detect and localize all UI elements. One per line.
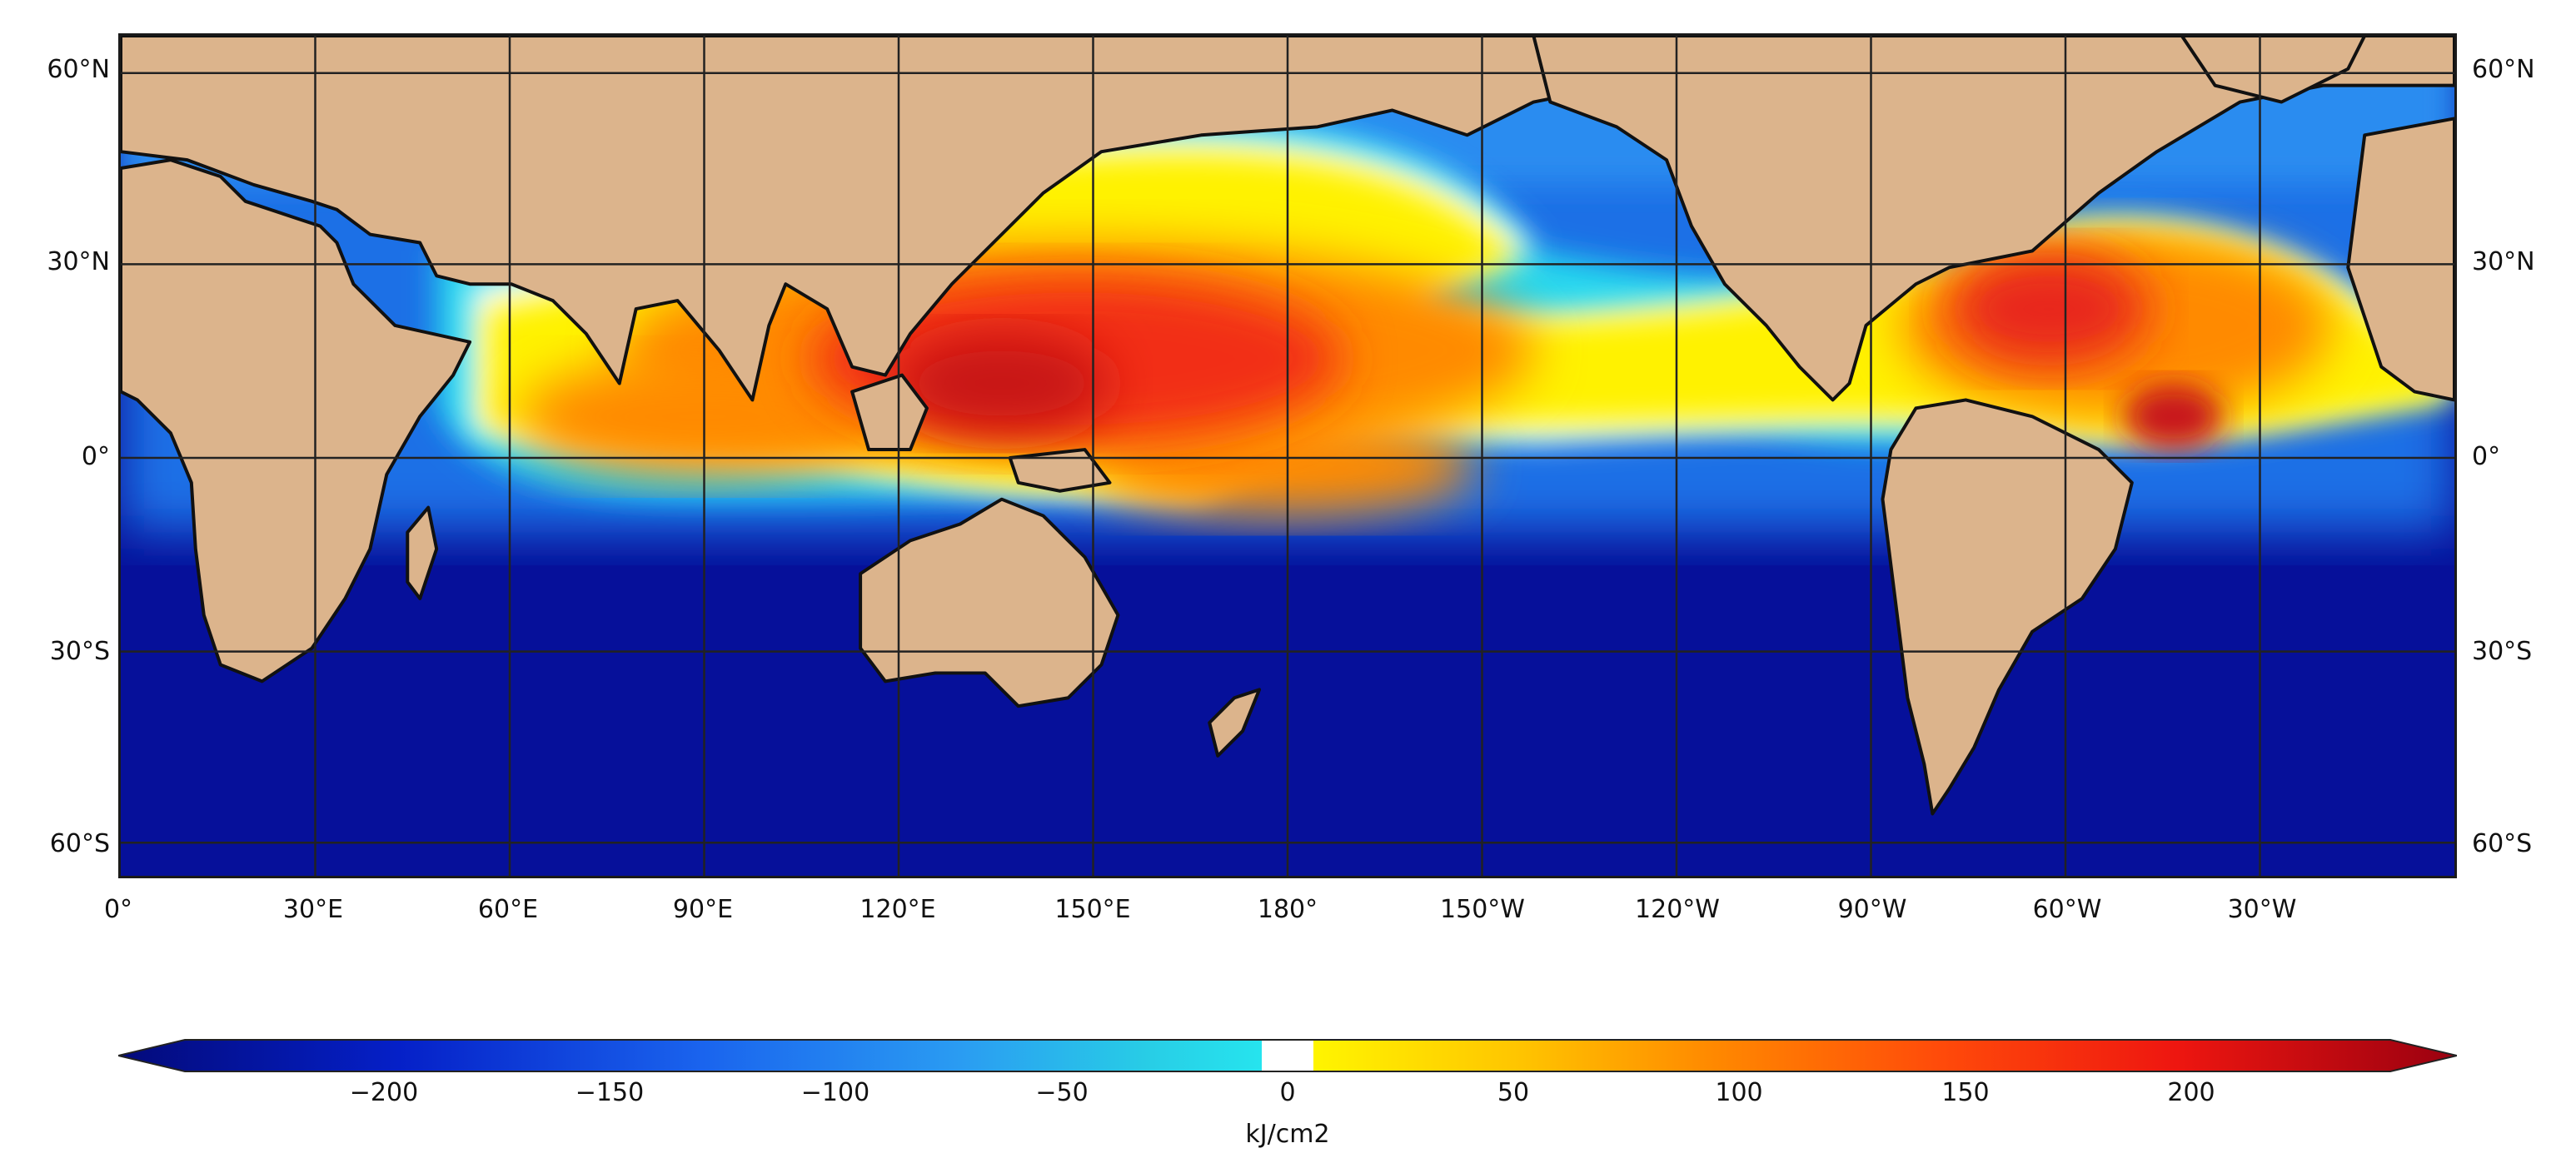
lat-tick-left-60s: 60°S — [49, 829, 110, 858]
colorbar-tick-neg200: −200 — [349, 1078, 419, 1107]
lon-tick-60w: 60°W — [2032, 895, 2102, 924]
lat-tick-left-30s: 30°S — [49, 637, 110, 666]
colorbar-tick-neg50: −50 — [1035, 1078, 1089, 1107]
lon-tick-30e: 30°E — [282, 895, 344, 924]
lat-tick-right-60s: 60°S — [2472, 829, 2533, 858]
lat-tick-right-30n: 30°N — [2472, 247, 2535, 276]
lon-tick-90w: 90°W — [1837, 895, 1907, 924]
landmass-south-america — [1881, 398, 2134, 816]
lat-tick-right-30s: 30°S — [2472, 637, 2533, 666]
landmass-greenland — [2180, 36, 2367, 104]
lon-tick-90e: 90°E — [672, 895, 734, 924]
landmass-australia — [859, 497, 1120, 708]
ocean-heat-map — [118, 33, 2457, 878]
colorbar-tick-neg150: −150 — [575, 1078, 645, 1107]
landmass-africa — [121, 158, 472, 683]
lat-tick-right-0: 0° — [2472, 442, 2501, 471]
graticule — [121, 36, 2454, 876]
colorbar-tick-50: 50 — [1497, 1078, 1530, 1107]
landmass-eurasia — [121, 36, 1661, 402]
lon-tick-150e: 150°E — [1054, 895, 1131, 924]
lon-tick-30w: 30°W — [2227, 895, 2297, 924]
colorbar-tick-neg100: −100 — [800, 1078, 870, 1107]
colorbar-tick-100: 100 — [1715, 1078, 1763, 1107]
lon-tick-120e: 120°E — [859, 895, 936, 924]
lon-tick-120w: 120°W — [1635, 895, 1720, 924]
colorbar-tick-200: 200 — [2167, 1078, 2215, 1107]
landmass-new-zealand — [1208, 688, 1262, 758]
colorbar — [117, 1039, 2458, 1072]
landmass-new-guinea — [1008, 448, 1112, 493]
landmass-madagascar — [406, 505, 439, 600]
landmass-east-atlantic — [2346, 117, 2454, 402]
lon-tick-0: 0° — [103, 895, 133, 924]
colorbar-tick-0: 0 — [1279, 1078, 1296, 1107]
landmass-borneo — [850, 373, 929, 452]
lon-tick-180: 180° — [1257, 895, 1318, 924]
lat-tick-left-0: 0° — [81, 442, 110, 471]
lat-tick-left-60n: 60°N — [47, 55, 110, 84]
lon-tick-60e: 60°E — [477, 895, 539, 924]
colorbar-tick-150: 150 — [1941, 1078, 1990, 1107]
land-masses — [121, 36, 2454, 816]
lat-tick-right-60n: 60°N — [2472, 55, 2535, 84]
colorbar-gradient — [117, 1039, 2458, 1072]
map-canvas — [121, 36, 2454, 876]
lat-tick-left-30n: 30°N — [47, 247, 110, 276]
colorbar-unit-label: kJ/cm2 — [1245, 1120, 1330, 1149]
lon-tick-150w: 150°W — [1440, 895, 1525, 924]
